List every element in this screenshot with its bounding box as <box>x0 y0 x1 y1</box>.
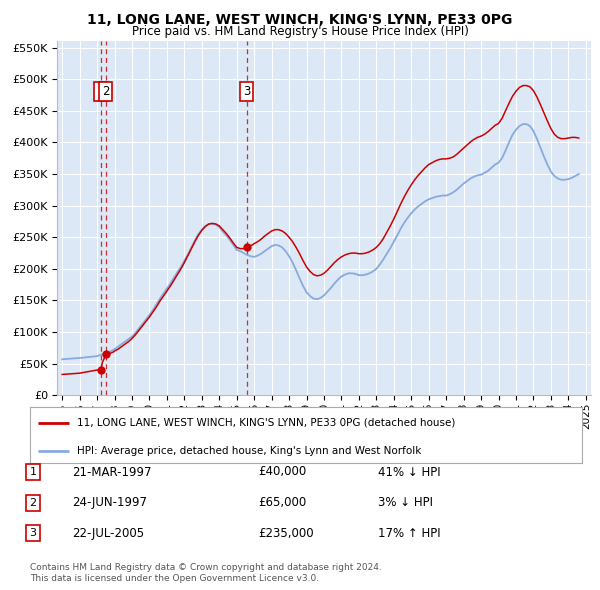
Text: 2: 2 <box>102 86 109 99</box>
Text: 3% ↓ HPI: 3% ↓ HPI <box>378 496 433 509</box>
Text: 21-MAR-1997: 21-MAR-1997 <box>72 466 151 478</box>
Text: 11, LONG LANE, WEST WINCH, KING'S LYNN, PE33 0PG: 11, LONG LANE, WEST WINCH, KING'S LYNN, … <box>88 13 512 27</box>
Text: This data is licensed under the Open Government Licence v3.0.: This data is licensed under the Open Gov… <box>30 574 319 583</box>
Text: 1: 1 <box>29 467 37 477</box>
Text: 24-JUN-1997: 24-JUN-1997 <box>72 496 147 509</box>
Text: 3: 3 <box>243 86 250 99</box>
Text: £65,000: £65,000 <box>258 496 306 509</box>
Text: Contains HM Land Registry data © Crown copyright and database right 2024.: Contains HM Land Registry data © Crown c… <box>30 563 382 572</box>
Text: £40,000: £40,000 <box>258 466 306 478</box>
Text: 22-JUL-2005: 22-JUL-2005 <box>72 527 144 540</box>
Text: 11, LONG LANE, WEST WINCH, KING'S LYNN, PE33 0PG (detached house): 11, LONG LANE, WEST WINCH, KING'S LYNN, … <box>77 418 455 428</box>
Text: 41% ↓ HPI: 41% ↓ HPI <box>378 466 440 478</box>
Text: £235,000: £235,000 <box>258 527 314 540</box>
Text: 2: 2 <box>29 498 37 507</box>
Text: 1: 1 <box>97 86 105 99</box>
Text: 3: 3 <box>29 529 37 538</box>
Text: 17% ↑ HPI: 17% ↑ HPI <box>378 527 440 540</box>
Text: Price paid vs. HM Land Registry's House Price Index (HPI): Price paid vs. HM Land Registry's House … <box>131 25 469 38</box>
Text: HPI: Average price, detached house, King's Lynn and West Norfolk: HPI: Average price, detached house, King… <box>77 446 421 456</box>
